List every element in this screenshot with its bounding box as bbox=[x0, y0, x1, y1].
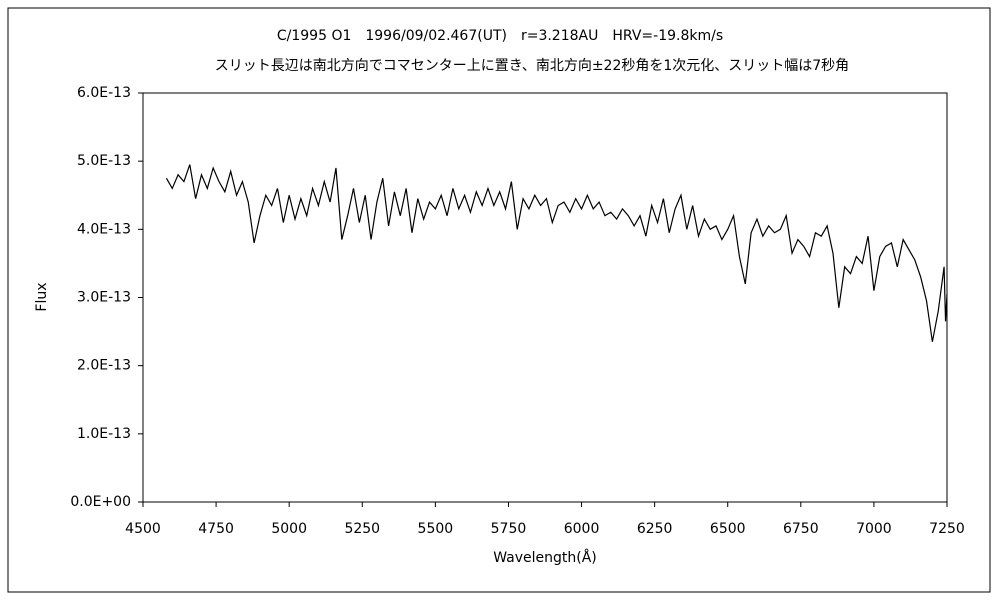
x-tick-label: 5000 bbox=[271, 521, 307, 537]
x-tick-label: 5750 bbox=[491, 521, 527, 537]
chart-title: C/1995 O1 1996/09/02.467(UT) r=3.218AU H… bbox=[277, 28, 723, 44]
x-tick-label: 7250 bbox=[929, 521, 965, 537]
x-tick-label: 5250 bbox=[344, 521, 380, 537]
y-tick-label: 3.0E-13 bbox=[77, 290, 131, 306]
spectrum-line bbox=[165, 164, 948, 342]
x-tick-label: 4750 bbox=[198, 521, 234, 537]
x-tick-label: 4500 bbox=[125, 521, 161, 537]
x-tick-label: 7000 bbox=[856, 521, 892, 537]
x-axis-label: Wavelength(Å) bbox=[493, 549, 597, 566]
x-tick-label: 5500 bbox=[418, 521, 454, 537]
y-tick-label: 1.0E-13 bbox=[77, 426, 131, 442]
x-tick-label: 6250 bbox=[637, 521, 673, 537]
y-tick-label: 4.0E-13 bbox=[77, 221, 131, 237]
y-tick-label: 2.0E-13 bbox=[77, 358, 131, 374]
x-tick-label: 6500 bbox=[710, 521, 746, 537]
y-axis-label: Flux bbox=[34, 282, 50, 311]
chart-frame bbox=[7, 7, 991, 593]
x-tick-label: 6000 bbox=[564, 521, 600, 537]
x-tick-label: 6750 bbox=[783, 521, 819, 537]
y-tick-label: 6.0E-13 bbox=[77, 85, 131, 101]
y-tick-label: 0.0E+00 bbox=[70, 494, 131, 510]
chart-subtitle: スリット長辺は南北方向でコマセンター上に置き、南北方向±22秒角を1次元化、スリ… bbox=[215, 58, 849, 74]
y-tick-label: 5.0E-13 bbox=[77, 153, 131, 169]
